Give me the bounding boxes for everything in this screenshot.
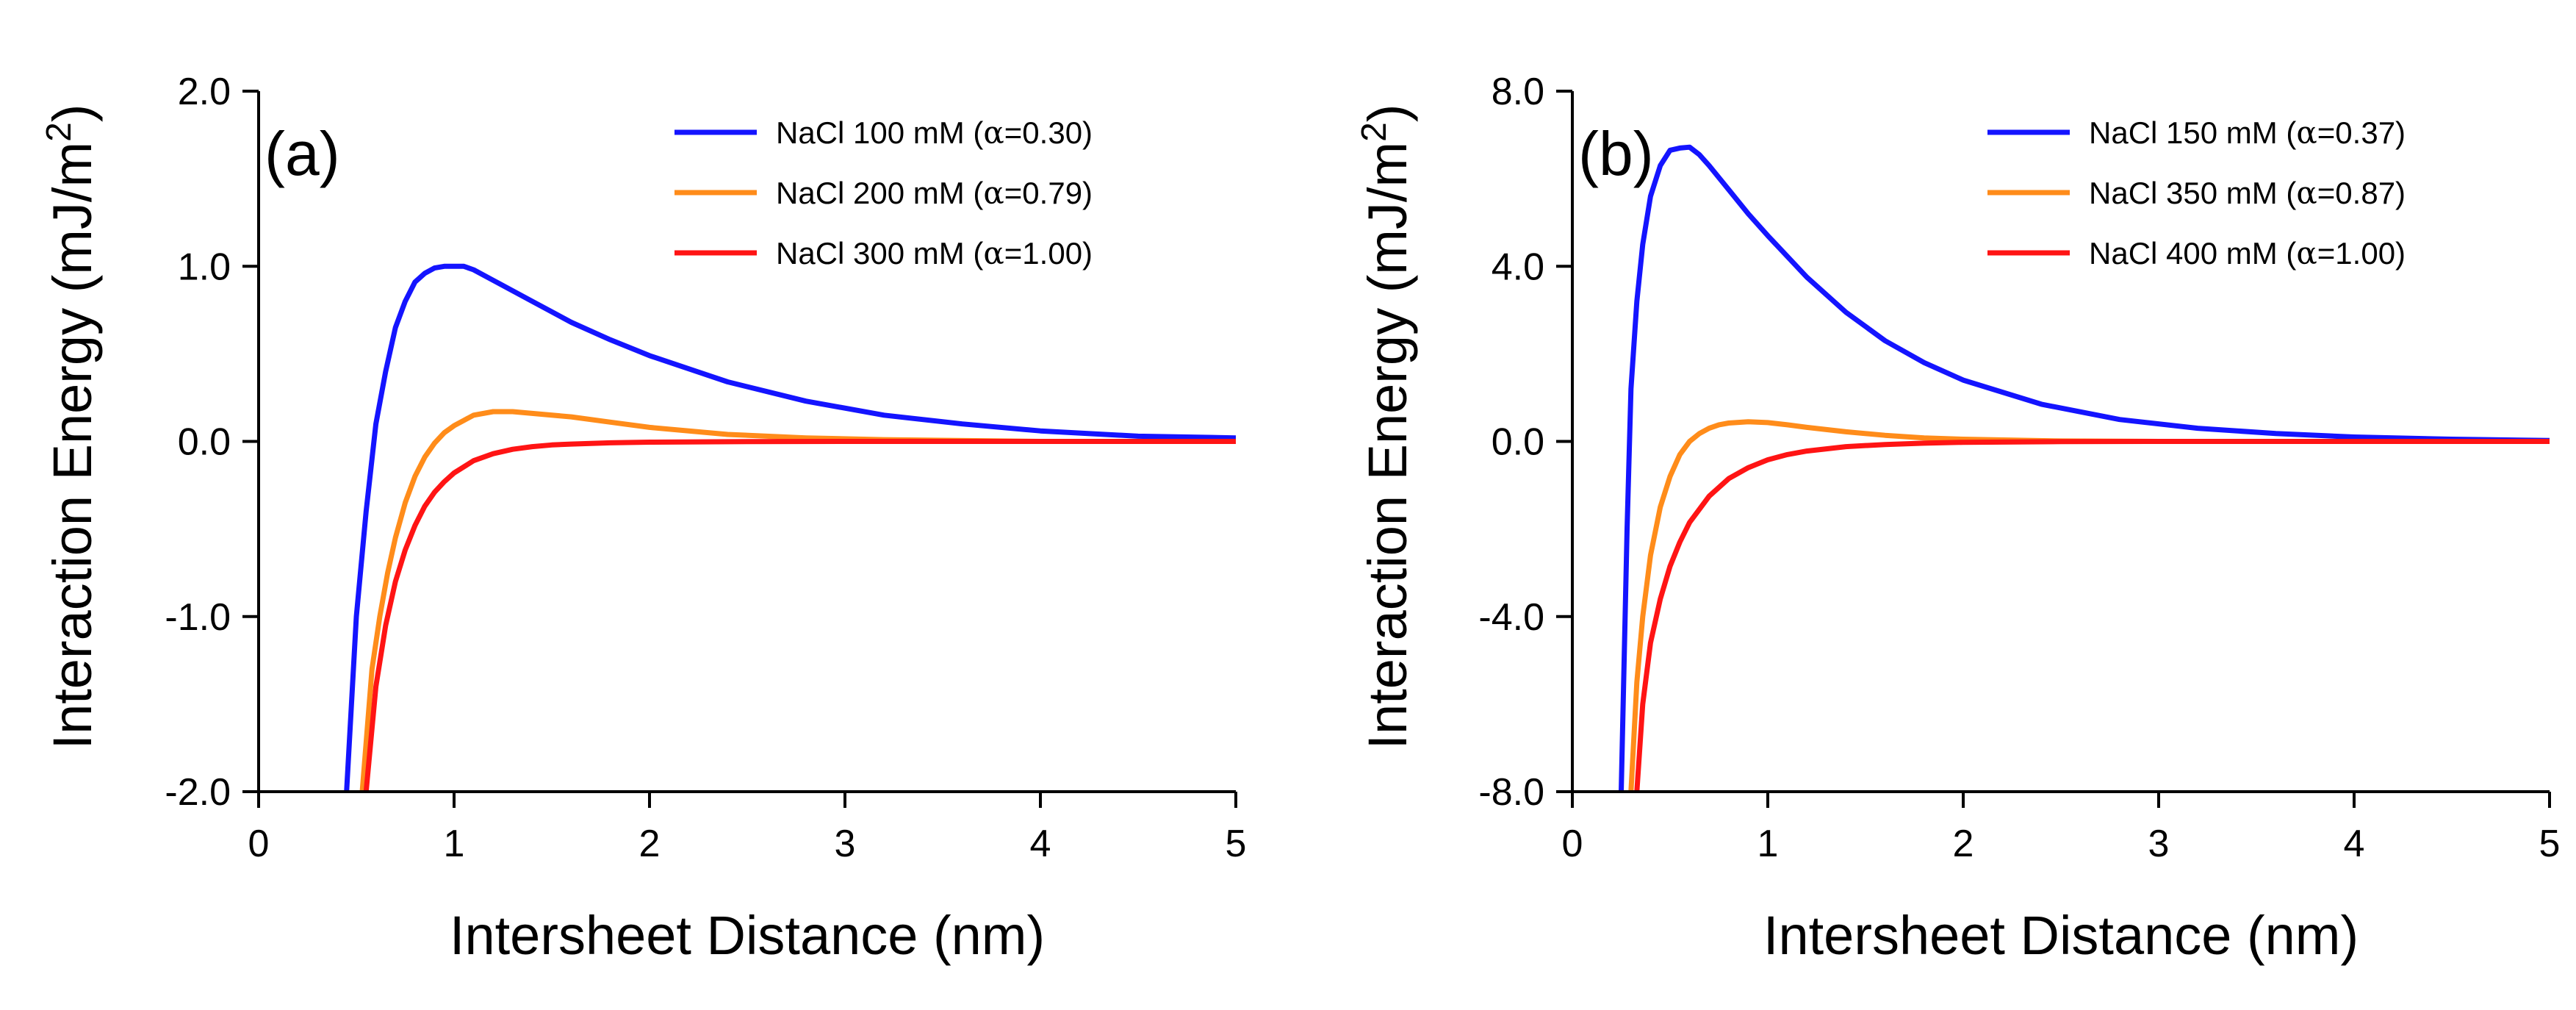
- y-tick-label: 0.0: [1492, 421, 1544, 464]
- legend: NaCl 150 mM (α=0.37) NaCl 350 mM (α=0.87)…: [1987, 115, 2406, 271]
- legend-label: NaCl 300 mM (α=1.00): [776, 235, 1093, 271]
- y-axis-title: Interaction Energy (mJ/m2): [40, 104, 103, 750]
- y-axis-title-sup: 2: [1355, 122, 1394, 142]
- x-axis-title: Intersheet Distance (nm): [450, 905, 1045, 966]
- series-line-orange: [1628, 419, 2550, 792]
- series-lines: [344, 263, 1236, 792]
- panel-b: 0 1 2 3 4 5 -8.0 -4.0 0.0 4.0 8.0 Intersheet Distan…: [1355, 71, 2560, 966]
- panel-label: (a): [265, 119, 340, 188]
- y-tick-label: 8.0: [1492, 71, 1544, 113]
- series-lines: [1619, 144, 2550, 792]
- legend: NaCl 100 mM (α=0.30) NaCl 200 mM (α=0.79)…: [674, 115, 1093, 271]
- series-line-red: [1634, 439, 2550, 792]
- y-axis-title-main: Interaction Energy (mJ/m: [1357, 142, 1418, 750]
- x-tick-label: 4: [2344, 823, 2365, 865]
- legend-label: NaCl 100 mM (α=0.30): [776, 115, 1093, 151]
- series-line-blue: [344, 263, 1236, 792]
- x-tick-label: 1: [444, 823, 465, 865]
- y-axis-title-close: ): [42, 104, 103, 123]
- series-line-blue: [1619, 144, 2550, 792]
- legend-label: NaCl 350 mM (α=0.87): [2089, 175, 2406, 211]
- x-tick-label: 0: [1562, 823, 1583, 865]
- legend-label: NaCl 150 mM (α=0.37): [2089, 115, 2406, 151]
- x-tick-label: 2: [639, 823, 661, 865]
- x-tick-label: 4: [1030, 823, 1051, 865]
- x-tick-label: 3: [835, 823, 856, 865]
- panel-label: (b): [1578, 119, 1654, 188]
- y-tick-label: 4.0: [1492, 246, 1544, 288]
- x-axis-title: Intersheet Distance (nm): [1763, 905, 2359, 966]
- legend-label: NaCl 200 mM (α=0.79): [776, 175, 1093, 211]
- y-tick-label: -4.0: [1478, 596, 1544, 639]
- y-axis-title-sup: 2: [40, 122, 79, 142]
- y-axis-title: Interaction Energy (mJ/m2): [1355, 104, 1418, 750]
- y-tick-label: -8.0: [1478, 771, 1544, 814]
- y-axis-title-close: ): [1357, 104, 1418, 123]
- panel-a: 0 1 2 3 4 5 -2.0 -1.0 0.0 1.0 2.0 Intersheet Distan…: [40, 71, 1246, 966]
- x-tick-label: 0: [248, 823, 270, 865]
- x-tick-label: 5: [1226, 823, 1247, 865]
- x-tick-label: 3: [2148, 823, 2170, 865]
- x-tick-label: 5: [2539, 823, 2561, 865]
- y-tick-label: 2.0: [178, 71, 231, 113]
- x-tick-label: 2: [1953, 823, 1974, 865]
- y-axis-title-main: Interaction Energy (mJ/m: [42, 142, 103, 750]
- y-tick-label: -1.0: [165, 596, 231, 639]
- x-tick-label: 1: [1757, 823, 1779, 865]
- y-tick-label: 0.0: [178, 421, 231, 464]
- legend-label: NaCl 400 mM (α=1.00): [2089, 235, 2406, 271]
- series-line-orange: [359, 409, 1236, 792]
- series-line-red: [363, 439, 1236, 792]
- y-tick-label: 1.0: [178, 246, 231, 288]
- y-tick-label: -2.0: [165, 771, 231, 814]
